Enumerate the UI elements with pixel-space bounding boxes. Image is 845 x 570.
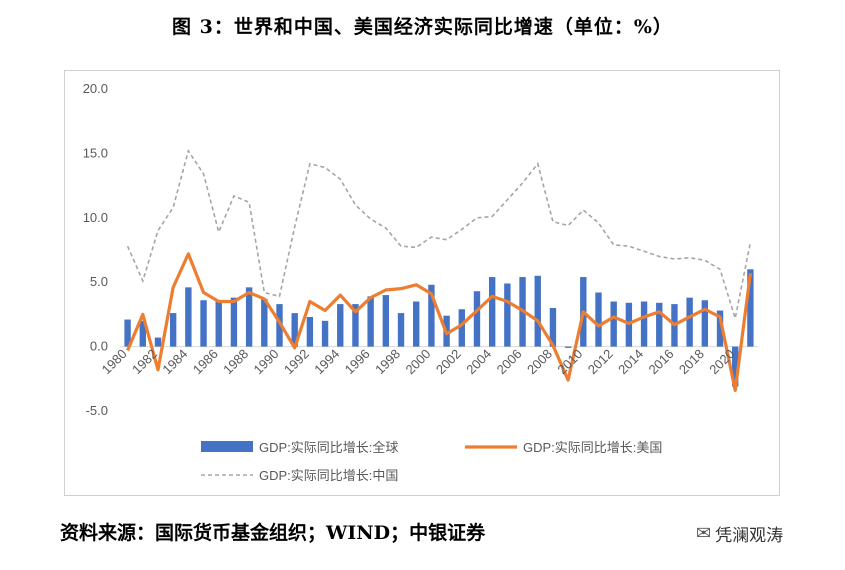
- bar-world-2003: [473, 291, 481, 347]
- chart-container: 20.0 15.0 10.0 5.0 0.0 -5.0 1980 1982 1984 1986 19…: [64, 70, 780, 496]
- wechat-icon: ✉: [696, 523, 712, 544]
- source-note: 资料来源：国际货币基金组织；WIND；中银证券: [60, 522, 486, 544]
- bar-world-2009: [564, 346, 572, 348]
- bar-world-2020: [732, 346, 739, 387]
- bar-world-1986: [215, 301, 222, 347]
- bar-world-2008: [549, 307, 557, 347]
- bar-world-1996: [367, 296, 374, 347]
- bar-world-1993: [321, 320, 329, 347]
- line-usa: [126, 252, 752, 392]
- bar-world-1994: [337, 304, 344, 347]
- bar-world-2011: [595, 292, 602, 347]
- bar-world-2002: [458, 309, 465, 347]
- bar-world-2015: [656, 302, 663, 347]
- x-tick-label: 1992: [281, 346, 312, 377]
- bar-world-1989: [261, 298, 268, 347]
- bar-world-1997: [382, 295, 390, 347]
- x-tick-label: 1996: [342, 346, 373, 377]
- legend-label: GDP:实际同比增长:中国: [259, 468, 398, 483]
- bar-world-1983: [169, 313, 177, 347]
- y-tick-label: 20.0: [83, 81, 108, 96]
- bar-world-2004: [488, 277, 496, 347]
- chart-title: 图 3：世界和中国、美国经济实际同比增速（单位：%）: [172, 16, 673, 38]
- x-tick-label: 1990: [251, 346, 282, 377]
- y-tick-label: 5.0: [90, 274, 108, 289]
- bar-world-2019: [716, 310, 724, 347]
- x-tick-label: 2000: [402, 346, 433, 377]
- bar-world-1982: [154, 337, 162, 347]
- bar-world-1991: [291, 313, 298, 347]
- y-tick-label: 0.0: [90, 339, 108, 354]
- bar-world-1995: [352, 304, 359, 347]
- legend-swatch-world: [201, 441, 253, 452]
- bar-world-2007: [534, 275, 541, 347]
- x-tick-label: 1988: [220, 346, 251, 377]
- x-tick-label: 2012: [585, 346, 616, 377]
- x-tick-label: 1998: [372, 346, 403, 377]
- bar-world-2000: [428, 284, 435, 347]
- y-tick-label: -5.0: [86, 403, 108, 418]
- bar-world-1990: [276, 304, 283, 347]
- bar-world-2021: [747, 269, 754, 347]
- line-china: [126, 148, 752, 319]
- bar-world-1988: [245, 287, 253, 347]
- x-tick-label: 2006: [494, 346, 525, 377]
- legend-label: GDP:实际同比增长:全球: [259, 440, 398, 455]
- bar-world-2014: [640, 301, 648, 347]
- bar-world-2018: [701, 300, 709, 347]
- x-tick-label: 1986: [190, 346, 221, 377]
- bar-world-1985: [200, 300, 207, 347]
- y-tick-label: 10.0: [83, 210, 108, 225]
- x-tick-label: 2008: [524, 346, 555, 377]
- x-tick-label: 2004: [463, 346, 494, 377]
- legend-label: GDP:实际同比增长:美国: [523, 440, 662, 455]
- bar-world-1981: [139, 320, 146, 347]
- watermark-text: 凭澜观涛: [715, 526, 784, 546]
- bar-world-1998: [397, 313, 405, 347]
- watermark: ✉ 凭澜观涛: [696, 521, 783, 546]
- x-tick-label: 2002: [433, 346, 464, 377]
- x-tick-label: 2016: [646, 346, 677, 377]
- bar-world-2017: [686, 297, 693, 347]
- x-tick-label: 2018: [676, 346, 707, 377]
- bar-world-2005: [504, 283, 511, 347]
- bar-world-1992: [306, 316, 314, 347]
- bar-world-2012: [610, 301, 617, 347]
- bar-world-1987: [230, 297, 238, 347]
- x-tick-label: 2014: [615, 346, 646, 377]
- x-tick-label: 1984: [159, 346, 190, 377]
- x-tick-label: 1994: [311, 346, 342, 377]
- y-tick-label: 15.0: [83, 145, 108, 160]
- bar-world-1980: [124, 319, 131, 347]
- bar-world-1984: [185, 287, 192, 347]
- bar-world-1999: [413, 301, 420, 347]
